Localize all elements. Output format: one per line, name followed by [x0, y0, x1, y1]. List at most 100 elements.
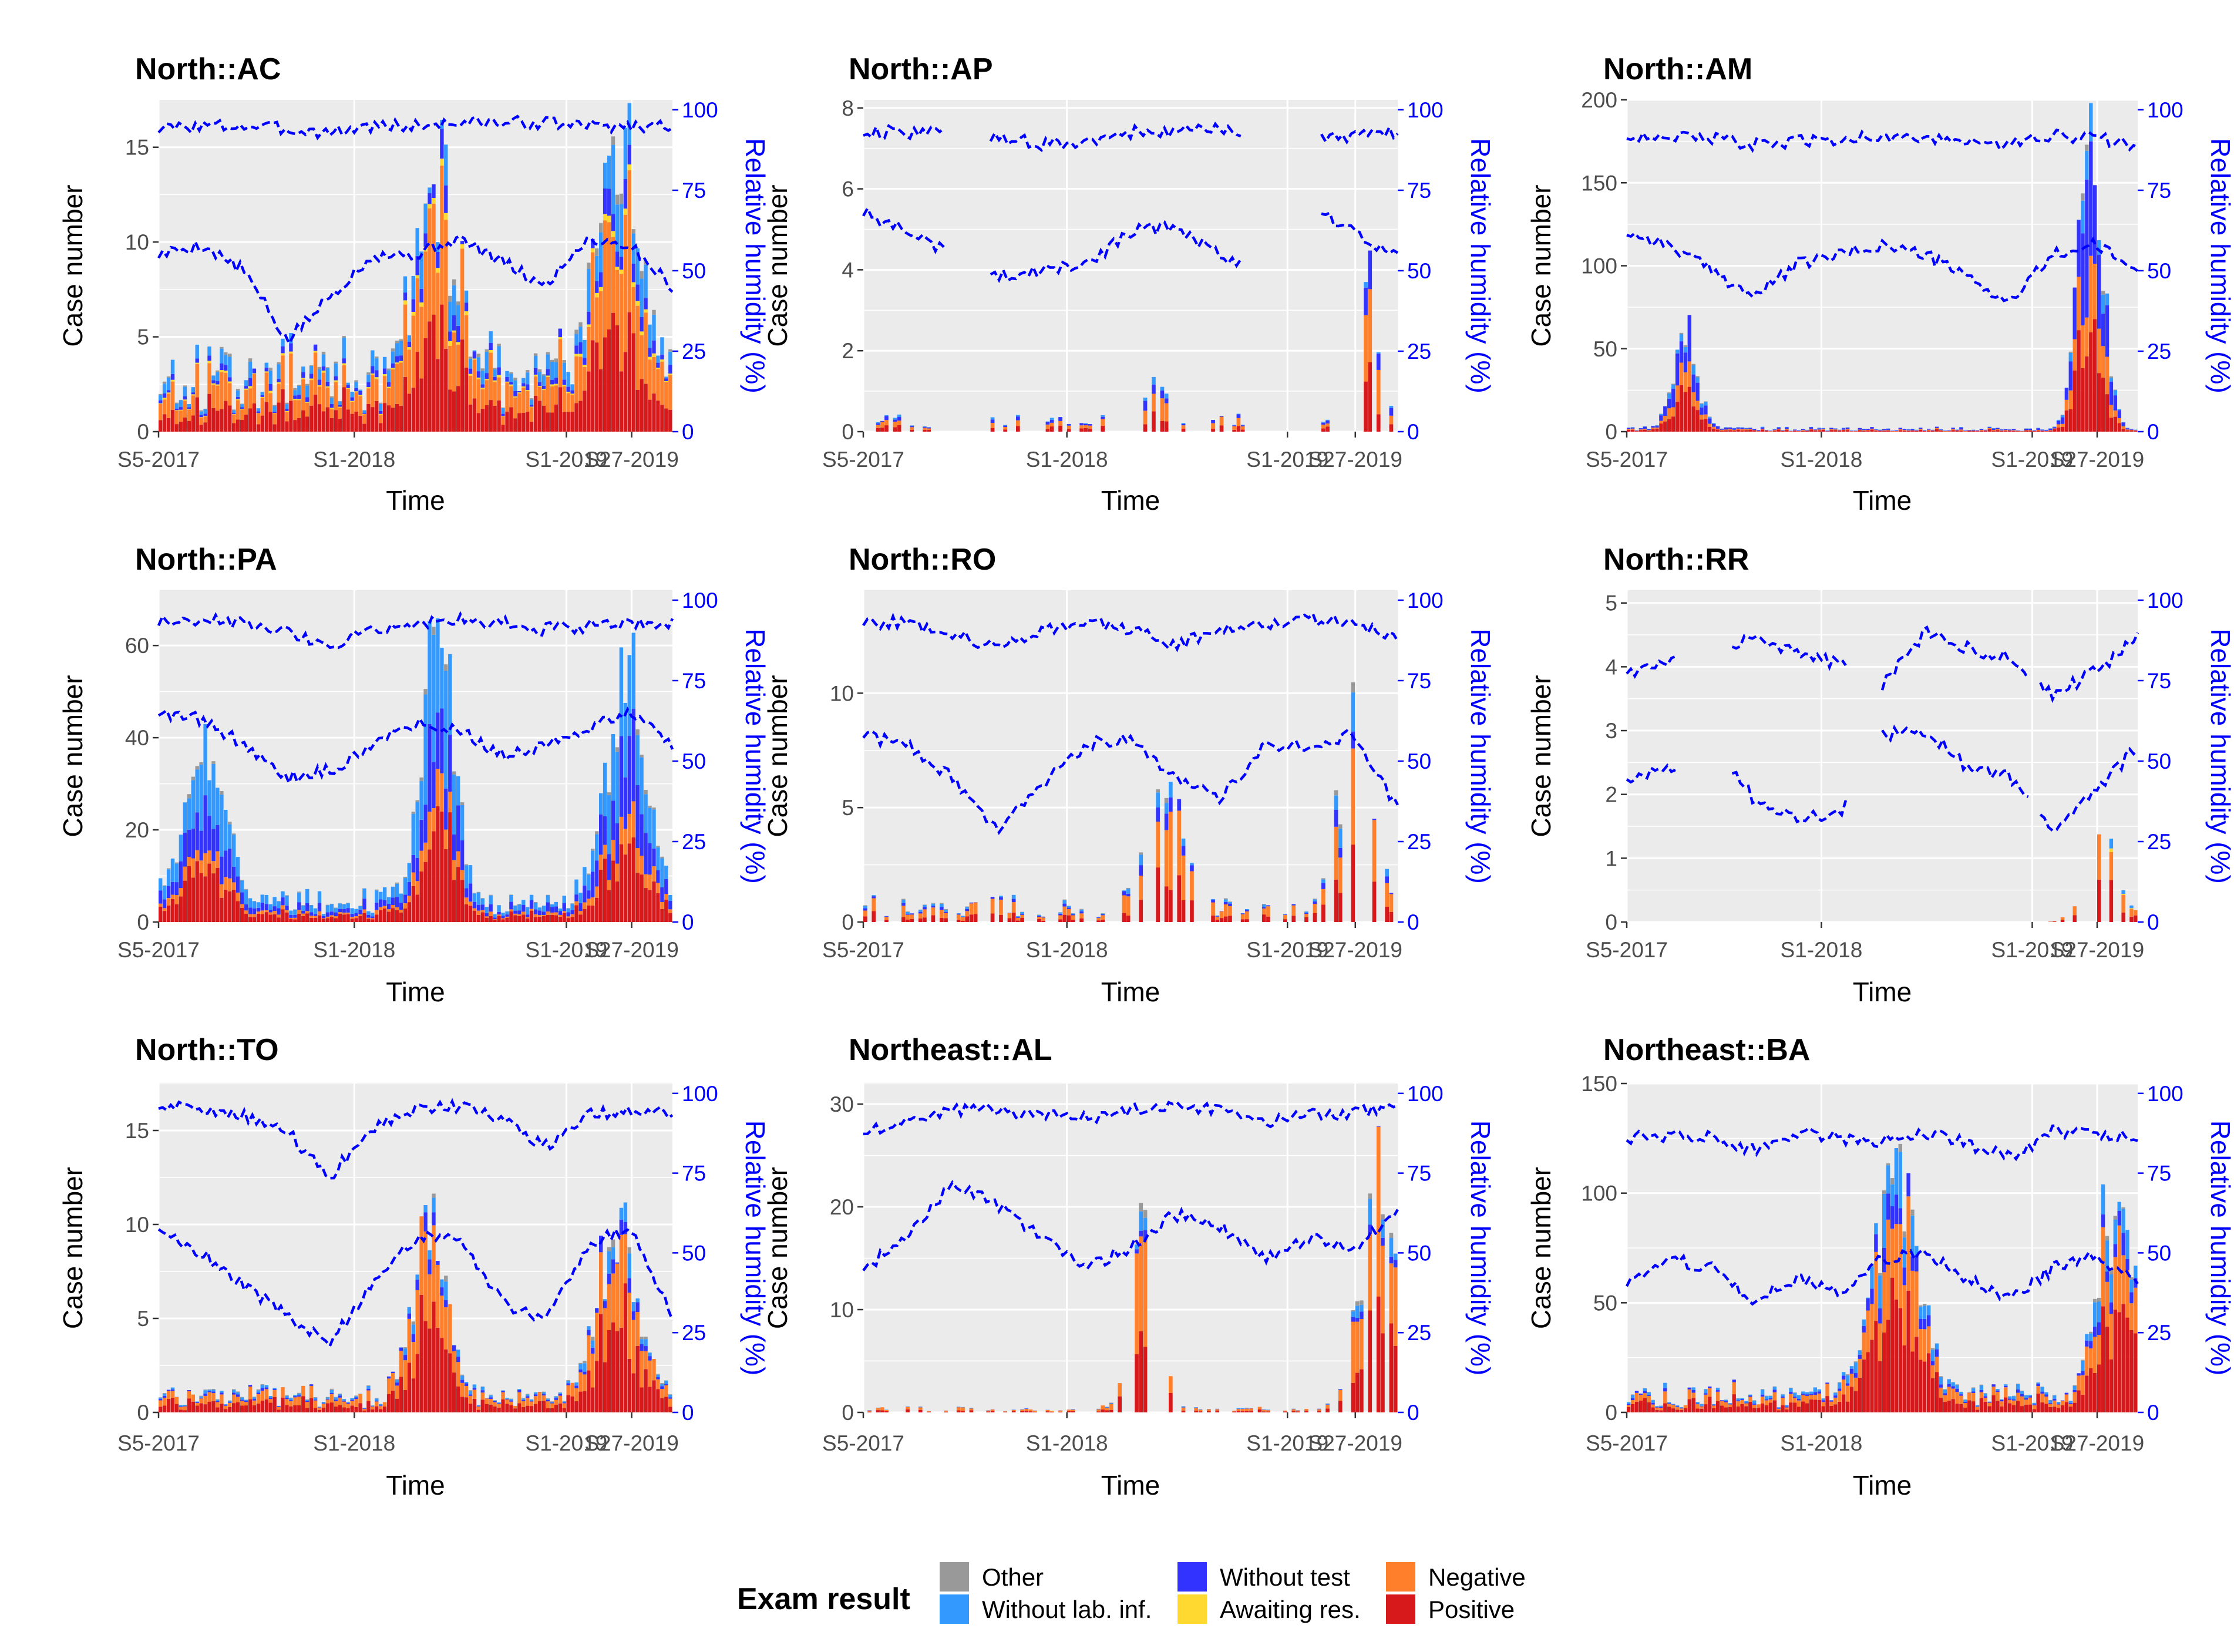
bar-segment-negative [285, 910, 289, 913]
bar-segment-without_lab [203, 1390, 207, 1394]
bar-segment-positive [2000, 430, 2004, 432]
bar-segment-without_lab [1683, 347, 1688, 353]
bar-segment-positive [533, 396, 538, 432]
bar-segment-positive [395, 1398, 399, 1412]
bar-segment-positive [456, 1386, 460, 1412]
bar-segment-positive [1866, 1352, 1870, 1412]
bar-segment-negative [195, 364, 199, 398]
bar-segment-other [640, 1337, 644, 1340]
bar-segment-negative [583, 902, 587, 909]
bar-segment-other [1695, 376, 1700, 378]
bar-segment-without_lab [1862, 1319, 1866, 1326]
bar-segment-positive [1169, 890, 1173, 922]
y-tick-label: 10 [125, 230, 149, 254]
bar-segment-negative [1663, 416, 1667, 422]
bar-segment-without_lab [918, 910, 923, 912]
bar-segment-negative [1071, 915, 1075, 920]
bar-segment-without_test [248, 907, 253, 914]
bar-segment-awaiting [570, 393, 574, 395]
bar-segment-negative [587, 899, 591, 906]
bar-segment-without_lab [281, 338, 285, 346]
bar-segment-without_test [652, 848, 656, 867]
bar-segment-negative [428, 812, 432, 850]
bar-segment-negative [375, 910, 379, 915]
bar-segment-awaiting [358, 395, 362, 396]
bar-segment-without_lab [207, 1389, 211, 1391]
bar-segment-negative [272, 1390, 277, 1397]
bar-segment-negative [403, 304, 408, 377]
bar-segment-other [379, 1404, 383, 1405]
bar-segment-positive [2105, 394, 2109, 432]
bar-segment-other [411, 1321, 415, 1325]
bar-segment-negative [1781, 430, 1785, 431]
bar-segment-positive [386, 405, 391, 432]
bar-segment-positive [1066, 915, 1071, 922]
bar-segment-positive [297, 418, 301, 432]
bar-segment-without_test [2040, 1391, 2044, 1394]
bar-segment-without_lab [162, 1394, 167, 1396]
bar-segment-negative [558, 914, 562, 917]
bar-segment-positive [2117, 1312, 2121, 1412]
bar-segment-negative [346, 1404, 350, 1408]
bar-segment-negative [1049, 1411, 1054, 1412]
bar-segment-other [940, 903, 944, 904]
bar-segment-positive [1088, 429, 1092, 432]
bar-segment-positive [456, 867, 460, 922]
bar-segment-without_lab [522, 1398, 526, 1400]
bar-segment-without_test [395, 356, 399, 363]
bar-segment-without_test [199, 415, 203, 418]
bar-segment-negative [493, 382, 497, 406]
bar-segment-positive [232, 423, 236, 432]
bar-segment-without_lab [574, 879, 578, 895]
bar-segment-other [379, 402, 383, 404]
bar-segment-without_lab [232, 835, 236, 867]
bar-segment-other [533, 902, 538, 903]
bar-segment-negative [1236, 1409, 1241, 1411]
bar-segment-negative [268, 1399, 272, 1403]
bar-segment-negative [191, 858, 195, 878]
bar-segment-without_lab [1919, 1307, 1923, 1319]
bar-segment-positive [660, 405, 664, 432]
bar-segment-negative [2109, 852, 2114, 880]
bar-segment-negative [1194, 1408, 1198, 1411]
bar-segment-without_test [1066, 907, 1071, 909]
bar-segment-negative [1943, 1395, 1947, 1402]
bar-segment-awaiting [452, 330, 456, 333]
bar-segment-negative [2004, 1387, 2008, 1398]
bar-segment-without_test [1724, 428, 1728, 430]
bar-segment-awaiting [386, 386, 391, 388]
bar-segment-other [566, 1380, 570, 1381]
bar-segment-positive [166, 418, 171, 432]
bar-segment-other [2113, 389, 2117, 391]
bar-segment-positive [664, 408, 668, 432]
bar-segment-without_test [207, 816, 211, 851]
bar-segment-without_test [599, 814, 603, 855]
bar-segment-without_test [1037, 916, 1041, 917]
bar-segment-positive [216, 1407, 220, 1412]
bar-segment-negative [252, 1400, 257, 1405]
bar-segment-without_lab [965, 907, 969, 909]
bar-segment-without_test [1915, 1255, 1919, 1271]
bar-segment-negative [1833, 429, 1838, 430]
bar-segment-without_lab [268, 1396, 272, 1398]
y2-tick-label: 100 [1407, 1082, 1444, 1106]
bar-segment-negative [546, 376, 550, 413]
bar-segment-other [591, 849, 595, 851]
bar-segment-positive [2109, 418, 2114, 432]
bar-segment-other [2089, 1331, 2093, 1334]
bar-segment-without_test [2036, 1383, 2040, 1387]
bar-segment-negative [199, 860, 203, 873]
bar-segment-other [944, 909, 948, 910]
bar-segment-positive [1708, 1397, 1712, 1412]
bar-segment-without_lab [334, 363, 338, 376]
bar-segment-positive [256, 1403, 261, 1412]
bar-segment-positive [668, 913, 672, 922]
y2-axis-title: Relative humidity (%) [2205, 138, 2234, 393]
bar-segment-awaiting [235, 399, 240, 401]
bar-segment-without_lab [1975, 1405, 1980, 1407]
bar-segment-positive [305, 416, 309, 432]
bar-segment-without_test [2117, 1211, 2121, 1226]
bar-segment-without_lab [464, 1382, 469, 1384]
bar-segment-without_test [305, 1401, 309, 1402]
bar-segment-negative [187, 409, 191, 421]
